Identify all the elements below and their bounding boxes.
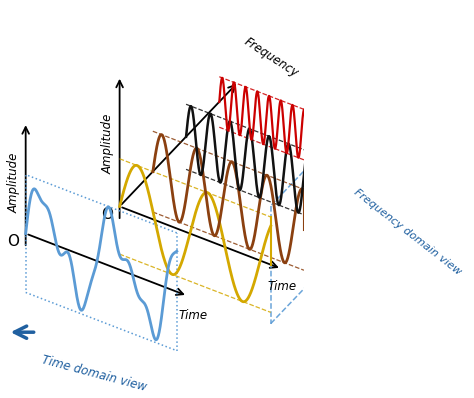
Text: Time domain view: Time domain view — [40, 353, 148, 394]
Text: Frequency: Frequency — [241, 35, 301, 80]
Text: Amplitude: Amplitude — [8, 153, 21, 213]
Text: Time: Time — [268, 280, 297, 293]
Text: Amplitude: Amplitude — [101, 113, 115, 174]
Text: Time: Time — [178, 310, 207, 322]
Text: O: O — [101, 207, 113, 222]
Text: Frequency domain view: Frequency domain view — [352, 187, 463, 277]
Text: O: O — [7, 234, 19, 249]
